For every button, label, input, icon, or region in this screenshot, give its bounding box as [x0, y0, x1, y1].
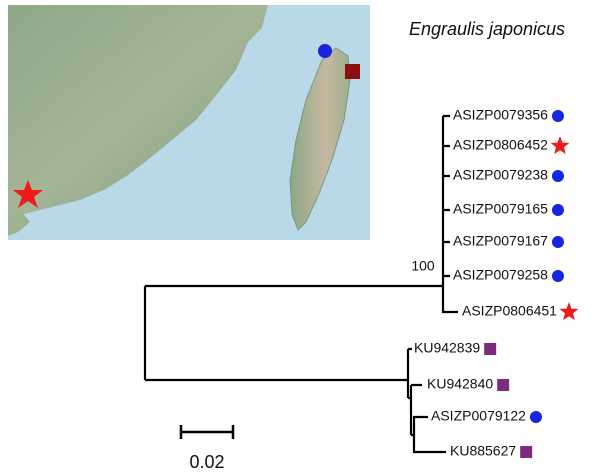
- leaf-label: KU885627: [450, 443, 516, 459]
- marker: [560, 302, 579, 320]
- leaf-label: ASIZP0079165: [453, 201, 548, 217]
- bootstrap-label: 100: [411, 258, 435, 274]
- marker: [530, 411, 542, 423]
- marker: [552, 204, 564, 216]
- marker: [484, 343, 496, 355]
- leaf-label: KU942839: [414, 340, 480, 356]
- marker: [552, 170, 564, 182]
- marker: [552, 270, 564, 282]
- map: [8, 5, 370, 240]
- leaf-label: ASIZP0079122: [431, 408, 526, 424]
- leaf-label: ASIZP0079356: [453, 107, 548, 123]
- marker: [551, 136, 570, 154]
- leaf-label: ASIZP0806452: [453, 137, 548, 153]
- marker: [552, 236, 564, 248]
- leaf-label: ASIZP0079167: [453, 233, 548, 249]
- marker: [520, 446, 532, 458]
- marker: [497, 379, 509, 391]
- scale-bar-label: 0.02: [189, 452, 224, 472]
- figure: Engraulis japonicus 100 ASIZP0079356ASIZ…: [0, 0, 606, 475]
- leaf-label: ASIZP0079238: [453, 167, 548, 183]
- leaf-label: KU942840: [427, 376, 493, 392]
- marker: [552, 110, 564, 122]
- leaves: ASIZP0079356 ASIZP0806452 ASIZP0079238 ASIZ…: [414, 107, 579, 459]
- leaf-label: ASIZP0079258: [453, 267, 548, 283]
- leaf-label: ASIZP0806451: [462, 303, 557, 319]
- title: Engraulis japonicus: [409, 19, 565, 39]
